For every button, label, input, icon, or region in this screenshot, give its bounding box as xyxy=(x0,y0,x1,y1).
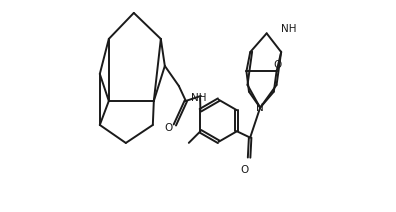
Text: O: O xyxy=(164,123,172,133)
Text: O: O xyxy=(241,165,249,175)
Text: NH: NH xyxy=(281,24,297,34)
Text: NH: NH xyxy=(191,93,207,103)
Text: O: O xyxy=(273,60,282,70)
Text: N: N xyxy=(256,103,263,113)
